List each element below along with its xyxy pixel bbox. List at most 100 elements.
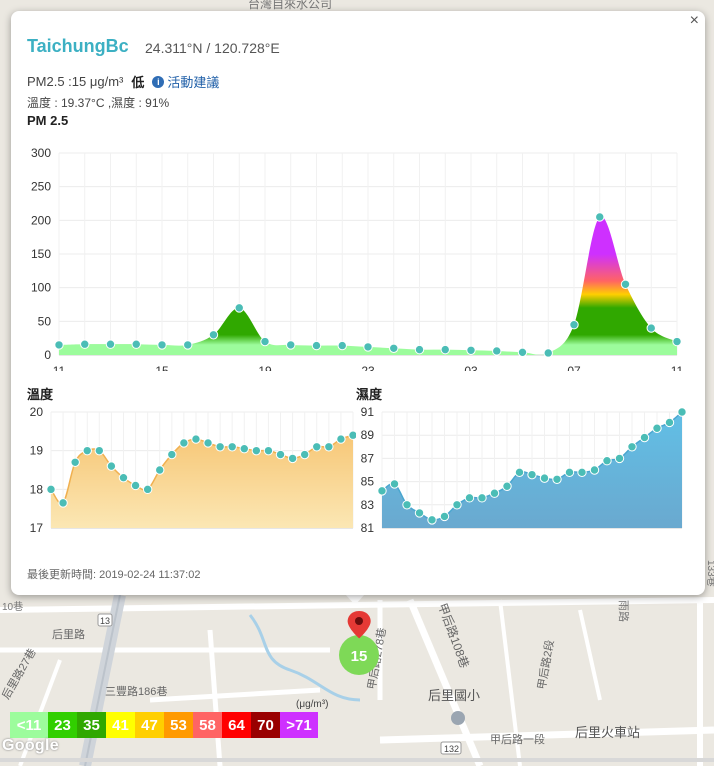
school-icon: [451, 711, 465, 725]
data-point[interactable]: [157, 340, 167, 350]
data-point[interactable]: [577, 467, 587, 478]
data-point[interactable]: [118, 473, 129, 483]
data-point[interactable]: [263, 445, 274, 456]
data-point[interactable]: [286, 340, 296, 350]
y-tick-label: 89: [361, 428, 375, 442]
y-tick-label: 50: [38, 314, 52, 328]
data-point[interactable]: [215, 442, 225, 452]
pm-level: 低: [131, 75, 145, 90]
data-point[interactable]: [155, 465, 165, 475]
data-point[interactable]: [595, 212, 605, 222]
data-point[interactable]: [58, 498, 68, 508]
data-point[interactable]: [105, 339, 116, 349]
data-point[interactable]: [646, 323, 656, 333]
data-point[interactable]: [627, 442, 637, 452]
data-point[interactable]: [234, 303, 244, 313]
data-point[interactable]: [337, 340, 347, 351]
data-point[interactable]: [208, 330, 219, 340]
data-point[interactable]: [324, 442, 334, 452]
data-point[interactable]: [569, 320, 579, 330]
data-point[interactable]: [251, 445, 262, 456]
data-point[interactable]: [167, 449, 177, 460]
data-point[interactable]: [312, 442, 322, 452]
data-point[interactable]: [348, 430, 356, 440]
data-point[interactable]: [552, 474, 562, 484]
data-point[interactable]: [287, 453, 298, 464]
data-point[interactable]: [239, 444, 249, 454]
x-tick-label: 07: [567, 364, 581, 371]
data-point[interactable]: [311, 340, 322, 351]
data-point[interactable]: [363, 342, 373, 352]
data-point[interactable]: [275, 449, 286, 460]
map-label: 后里火車站: [575, 725, 640, 740]
data-point[interactable]: [464, 493, 475, 503]
data-point[interactable]: [589, 465, 600, 475]
data-point[interactable]: [402, 500, 412, 510]
data-point[interactable]: [517, 347, 528, 358]
data-point[interactable]: [477, 493, 487, 503]
data-point[interactable]: [389, 479, 400, 489]
data-point[interactable]: [336, 434, 346, 444]
y-tick-label: 85: [361, 475, 375, 489]
y-tick-label: 250: [31, 180, 51, 194]
data-point[interactable]: [389, 343, 399, 353]
data-point[interactable]: [514, 467, 525, 478]
data-point[interactable]: [377, 486, 387, 496]
data-point[interactable]: [564, 467, 575, 478]
legend-item: <11: [10, 712, 48, 738]
legend-unit: (μg/m³): [296, 699, 329, 710]
data-point[interactable]: [664, 417, 675, 428]
data-point[interactable]: [489, 488, 500, 498]
data-point[interactable]: [439, 511, 450, 522]
y-tick-label: 100: [31, 281, 51, 295]
data-point[interactable]: [54, 340, 64, 350]
data-point[interactable]: [130, 480, 141, 491]
data-point[interactable]: [614, 453, 625, 464]
data-point[interactable]: [543, 348, 553, 358]
legend-item: 64: [222, 712, 251, 738]
data-point[interactable]: [639, 432, 650, 443]
data-point[interactable]: [539, 473, 550, 483]
data-point[interactable]: [427, 515, 437, 525]
legend-item: 53: [164, 712, 193, 738]
humidity-chart: 81 83 85 87 89 91: [361, 405, 687, 535]
station-marker[interactable]: 15: [339, 611, 385, 686]
data-point[interactable]: [414, 344, 425, 355]
data-point[interactable]: [203, 438, 213, 448]
activity-advice-label: 活動建議: [167, 75, 220, 90]
data-point[interactable]: [620, 279, 631, 290]
data-point[interactable]: [191, 434, 201, 444]
data-point[interactable]: [94, 445, 105, 456]
activity-advice-link[interactable]: i 活動建議: [152, 72, 219, 91]
data-point[interactable]: [131, 339, 141, 349]
data-point[interactable]: [82, 445, 92, 456]
data-point[interactable]: [652, 423, 662, 433]
data-point[interactable]: [183, 340, 193, 350]
data-point[interactable]: [179, 438, 189, 448]
y-tick-label: 17: [30, 521, 44, 535]
data-point[interactable]: [466, 345, 476, 355]
data-point[interactable]: [677, 407, 687, 417]
data-point[interactable]: [70, 457, 80, 467]
data-point[interactable]: [527, 469, 537, 480]
data-point[interactable]: [440, 344, 450, 355]
temperature-chart: 17 18 19 20: [30, 405, 356, 535]
data-point[interactable]: [227, 442, 237, 452]
station-coordinates: 24.311°N / 120.728°E: [145, 40, 280, 56]
data-point[interactable]: [80, 339, 90, 349]
data-point[interactable]: [46, 484, 56, 495]
data-point[interactable]: [452, 500, 462, 510]
data-point[interactable]: [492, 346, 502, 356]
data-point[interactable]: [260, 336, 270, 347]
data-point[interactable]: [602, 456, 612, 466]
data-point[interactable]: [502, 481, 512, 491]
data-point[interactable]: [142, 484, 153, 495]
data-point[interactable]: [106, 461, 117, 471]
close-button[interactable]: ×: [689, 12, 699, 29]
data-point[interactable]: [414, 508, 425, 518]
pm-color-legend: <11 23 35 41 47 53 58 64 70 >71: [10, 712, 318, 738]
y-tick-label: 91: [361, 405, 375, 419]
data-point[interactable]: [299, 449, 310, 460]
y-tick-label: 87: [361, 451, 375, 465]
data-point[interactable]: [672, 336, 682, 347]
